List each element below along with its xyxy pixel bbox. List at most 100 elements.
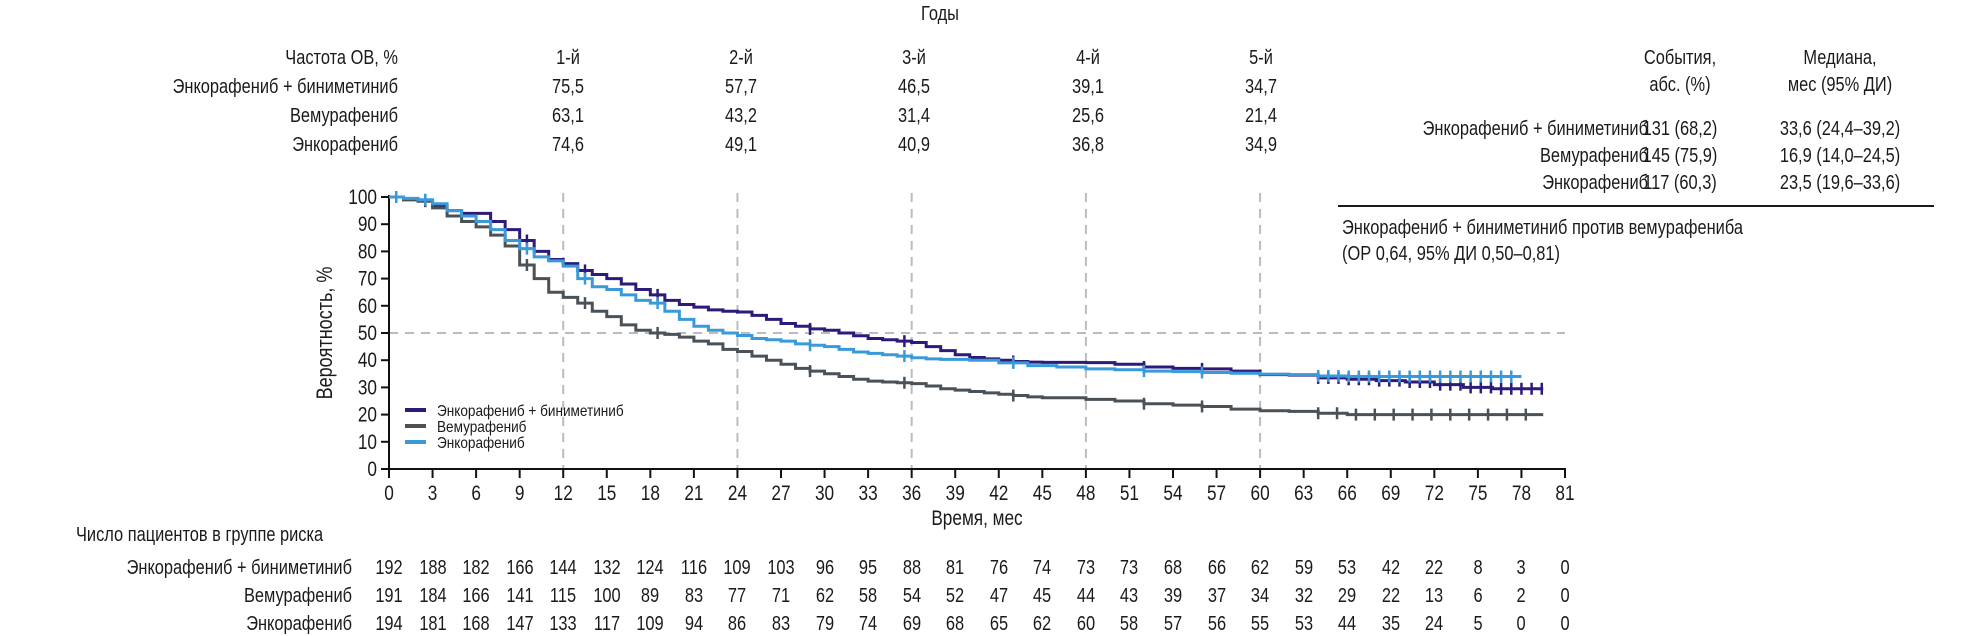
- x-tick-label: 42: [989, 483, 1008, 506]
- legend-label: Вемурафениб: [437, 419, 526, 436]
- summary-median: 33,6 (24,4–39,2): [1779, 118, 1901, 140]
- os-row-name: Энкорафениб: [292, 134, 398, 156]
- risk-value: 116: [680, 557, 707, 579]
- risk-value: 83: [771, 613, 791, 635]
- risk-value: 62: [1250, 557, 1270, 579]
- x-axis-label: Время, мес: [931, 508, 1023, 531]
- risk-value: 88: [902, 557, 921, 579]
- risk-value: 192: [375, 557, 403, 579]
- y-tick-label: 20: [358, 404, 377, 427]
- summary-events: 131 (68,2): [1642, 118, 1718, 140]
- risk-value: 35: [1381, 613, 1400, 635]
- os-rate-label: Частота ОВ, %: [285, 47, 398, 69]
- risk-value: 0: [1560, 585, 1570, 607]
- x-tick-label: 6: [471, 483, 481, 506]
- risk-value: 65: [989, 613, 1008, 635]
- os-rate-value: 75,5: [552, 76, 584, 98]
- risk-value: 109: [636, 613, 665, 635]
- risk-value: 57: [1163, 613, 1183, 635]
- risk-value: 29: [1338, 585, 1357, 607]
- risk-value: 73: [1076, 557, 1095, 579]
- os-rate-value: 63,1: [552, 105, 584, 127]
- summary-row-name: Энкорафениб + биниметиниб: [1422, 118, 1648, 140]
- os-rate-value: 34,9: [1245, 134, 1277, 156]
- risk-value: 66: [1207, 557, 1226, 579]
- risk-value: 83: [684, 585, 703, 607]
- risk-value: 45: [1033, 585, 1052, 607]
- risk-value: 77: [728, 585, 747, 607]
- x-tick-label: 60: [1251, 483, 1270, 506]
- risk-value: 3: [1516, 557, 1526, 579]
- risk-value: 81: [946, 557, 965, 579]
- y-tick-label: 30: [358, 377, 377, 400]
- risk-value: 168: [462, 613, 490, 635]
- risk-value: 54: [902, 585, 921, 607]
- y-tick-label: 60: [358, 295, 377, 318]
- year-label: 2-й: [729, 47, 753, 69]
- events-header-line1: События,: [1643, 47, 1717, 69]
- y-tick-label: 80: [358, 241, 377, 264]
- events-header-line2: абс. (%): [1649, 74, 1711, 96]
- risk-value: 58: [1120, 613, 1139, 635]
- risk-value: 117: [593, 613, 620, 635]
- y-tick-label: 40: [358, 350, 377, 373]
- os-rate-value: 36,8: [1072, 134, 1104, 156]
- risk-value: 76: [989, 557, 1008, 579]
- legend-label: Энкорафениб + биниметиниб: [437, 403, 624, 420]
- os-row-name: Энкорафениб + биниметиниб: [172, 76, 398, 98]
- risk-value: 43: [1120, 585, 1139, 607]
- risk-value: 191: [375, 585, 403, 607]
- x-tick-label: 24: [728, 483, 747, 506]
- risk-value: 194: [375, 613, 403, 635]
- risk-value: 132: [593, 557, 621, 579]
- year-label: 1-й: [556, 47, 580, 69]
- risk-value: 124: [636, 557, 665, 579]
- risk-value: 6: [1473, 585, 1483, 607]
- x-tick-label: 54: [1163, 483, 1182, 506]
- os-rate-value: 21,4: [1245, 105, 1277, 127]
- risk-value: 34: [1250, 585, 1270, 607]
- summary-events: 145 (75,9): [1642, 145, 1718, 167]
- x-tick-label: 66: [1338, 483, 1357, 506]
- risk-value: 24: [1425, 613, 1444, 635]
- median-header-line2: мес (95% ДИ): [1787, 74, 1893, 96]
- summary-median: 23,5 (19,6–33,6): [1779, 172, 1901, 194]
- risk-value: 95: [858, 557, 878, 579]
- legend-label: Энкорафениб: [437, 435, 525, 452]
- risk-value: 103: [767, 557, 795, 579]
- risk-value: 60: [1076, 613, 1095, 635]
- risk-value: 53: [1338, 557, 1357, 579]
- km-curve-series-0: [389, 195, 1544, 391]
- risk-value: 22: [1425, 557, 1444, 579]
- risk-row-name: Вемурафениб: [243, 585, 352, 607]
- risk-value: 74: [1033, 557, 1052, 579]
- x-tick-label: 18: [641, 483, 660, 506]
- risk-value: 147: [505, 613, 534, 635]
- risk-value: 109: [723, 557, 752, 579]
- risk-row-name: Энкорафениб: [246, 613, 352, 635]
- x-tick-label: 27: [771, 483, 790, 506]
- x-tick-label: 21: [684, 483, 703, 506]
- risk-value: 2: [1516, 585, 1526, 607]
- os-rate-value: 46,5: [898, 76, 930, 98]
- risk-value: 100: [593, 585, 621, 607]
- summary-row-name: Энкорафениб: [1542, 172, 1648, 194]
- x-tick-label: 75: [1468, 483, 1487, 506]
- summary-divider: [1338, 205, 1934, 207]
- risk-value: 166: [462, 585, 490, 607]
- x-tick-label: 57: [1207, 483, 1226, 506]
- x-tick-label: 9: [515, 483, 525, 506]
- x-tick-label: 48: [1076, 483, 1095, 506]
- y-tick-label: 0: [367, 459, 377, 482]
- risk-value: 53: [1294, 613, 1313, 635]
- risk-value: 94: [684, 613, 703, 635]
- year-label: 4-й: [1076, 47, 1100, 69]
- risk-value: 58: [858, 585, 878, 607]
- risk-value: 115: [550, 585, 577, 607]
- risk-value: 47: [989, 585, 1008, 607]
- risk-value: 62: [815, 585, 834, 607]
- risk-value: 59: [1294, 557, 1313, 579]
- os-rate-value: 39,1: [1072, 76, 1104, 98]
- summary-events: 117 (60,3): [1643, 172, 1717, 194]
- os-rate-value: 25,6: [1072, 105, 1104, 127]
